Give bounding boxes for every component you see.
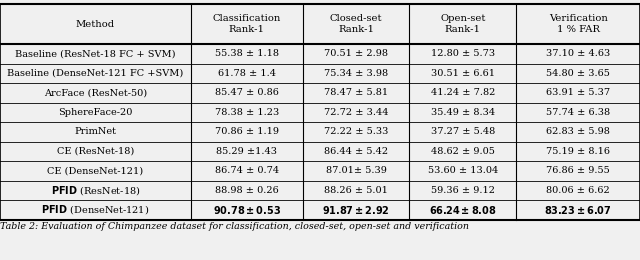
Text: 30.51 ± 6.61: 30.51 ± 6.61 [431, 69, 495, 78]
Text: Open-set
Rank-1: Open-set Rank-1 [440, 14, 485, 34]
Text: Baseline (ResNet-18 FC + SVM): Baseline (ResNet-18 FC + SVM) [15, 49, 176, 58]
Text: $\mathbf{91.87 \pm 2.92}$: $\mathbf{91.87 \pm 2.92}$ [322, 204, 390, 216]
Text: 88.98 ± 0.26: 88.98 ± 0.26 [215, 186, 279, 195]
Text: 86.74 ± 0.74: 86.74 ± 0.74 [215, 166, 279, 176]
Text: CE (DenseNet-121): CE (DenseNet-121) [47, 166, 143, 176]
Text: 80.06 ± 6.62: 80.06 ± 6.62 [546, 186, 610, 195]
Text: 78.38 ± 1.23: 78.38 ± 1.23 [215, 108, 279, 117]
Text: Closed-set
Rank-1: Closed-set Rank-1 [330, 14, 382, 34]
Text: 57.74 ± 6.38: 57.74 ± 6.38 [546, 108, 610, 117]
Text: CE (ResNet-18): CE (ResNet-18) [57, 147, 134, 156]
Text: PrimNet: PrimNet [74, 127, 116, 136]
Text: 75.34 ± 3.98: 75.34 ± 3.98 [324, 69, 388, 78]
Text: 70.86 ± 1.19: 70.86 ± 1.19 [215, 127, 279, 136]
Text: $\mathbf{PFID}$ (ResNet-18): $\mathbf{PFID}$ (ResNet-18) [51, 184, 140, 197]
Text: 88.26 ± 5.01: 88.26 ± 5.01 [324, 186, 388, 195]
Text: $\mathbf{83.23 \pm 6.07}$: $\mathbf{83.23 \pm 6.07}$ [544, 204, 612, 216]
Text: SphereFace-20: SphereFace-20 [58, 108, 132, 117]
Text: Baseline (DenseNet-121 FC +SVM): Baseline (DenseNet-121 FC +SVM) [8, 69, 184, 78]
Text: 76.86 ± 9.55: 76.86 ± 9.55 [546, 166, 610, 176]
Text: 61.78 ± 1.4: 61.78 ± 1.4 [218, 69, 276, 78]
Text: $\mathbf{90.78 \pm 0.53}$: $\mathbf{90.78 \pm 0.53}$ [213, 204, 281, 216]
Text: 12.80 ± 5.73: 12.80 ± 5.73 [431, 49, 495, 58]
Text: 85.47 ± 0.86: 85.47 ± 0.86 [215, 88, 279, 98]
Text: 70.51 ± 2.98: 70.51 ± 2.98 [324, 49, 388, 58]
Text: 37.27 ± 5.48: 37.27 ± 5.48 [431, 127, 495, 136]
Text: 85.29 ±1.43: 85.29 ±1.43 [216, 147, 277, 156]
Text: 55.38 ± 1.18: 55.38 ± 1.18 [215, 49, 279, 58]
Text: Classification
Rank-1: Classification Rank-1 [212, 14, 281, 34]
Text: 37.10 ± 4.63: 37.10 ± 4.63 [546, 49, 610, 58]
Text: 48.62 ± 9.05: 48.62 ± 9.05 [431, 147, 495, 156]
Text: 63.91 ± 5.37: 63.91 ± 5.37 [546, 88, 610, 98]
Text: 87.01± 5.39: 87.01± 5.39 [326, 166, 387, 176]
Text: Method: Method [76, 20, 115, 29]
Text: 41.24 ± 7.82: 41.24 ± 7.82 [431, 88, 495, 98]
Text: $\mathbf{66.24 \pm 8.08}$: $\mathbf{66.24 \pm 8.08}$ [429, 204, 497, 216]
Text: 54.80 ± 3.65: 54.80 ± 3.65 [546, 69, 610, 78]
Text: 86.44 ± 5.42: 86.44 ± 5.42 [324, 147, 388, 156]
Text: ArcFace (ResNet-50): ArcFace (ResNet-50) [44, 88, 147, 98]
Text: 53.60 ± 13.04: 53.60 ± 13.04 [428, 166, 498, 176]
Text: 62.83 ± 5.98: 62.83 ± 5.98 [546, 127, 610, 136]
Text: 72.72 ± 3.44: 72.72 ± 3.44 [324, 108, 388, 117]
Text: 59.36 ± 9.12: 59.36 ± 9.12 [431, 186, 495, 195]
Text: Verification
1 % FAR: Verification 1 % FAR [548, 14, 607, 34]
Text: 75.19 ± 8.16: 75.19 ± 8.16 [546, 147, 610, 156]
Text: Table 2: Evaluation of Chimpanzee dataset for classification, closed-set, open-s: Table 2: Evaluation of Chimpanzee datase… [0, 222, 469, 231]
Text: 35.49 ± 8.34: 35.49 ± 8.34 [431, 108, 495, 117]
Text: 78.47 ± 5.81: 78.47 ± 5.81 [324, 88, 388, 98]
Text: 72.22 ± 5.33: 72.22 ± 5.33 [324, 127, 388, 136]
Text: $\mathbf{PFID}$ (DenseNet-121): $\mathbf{PFID}$ (DenseNet-121) [42, 204, 150, 216]
